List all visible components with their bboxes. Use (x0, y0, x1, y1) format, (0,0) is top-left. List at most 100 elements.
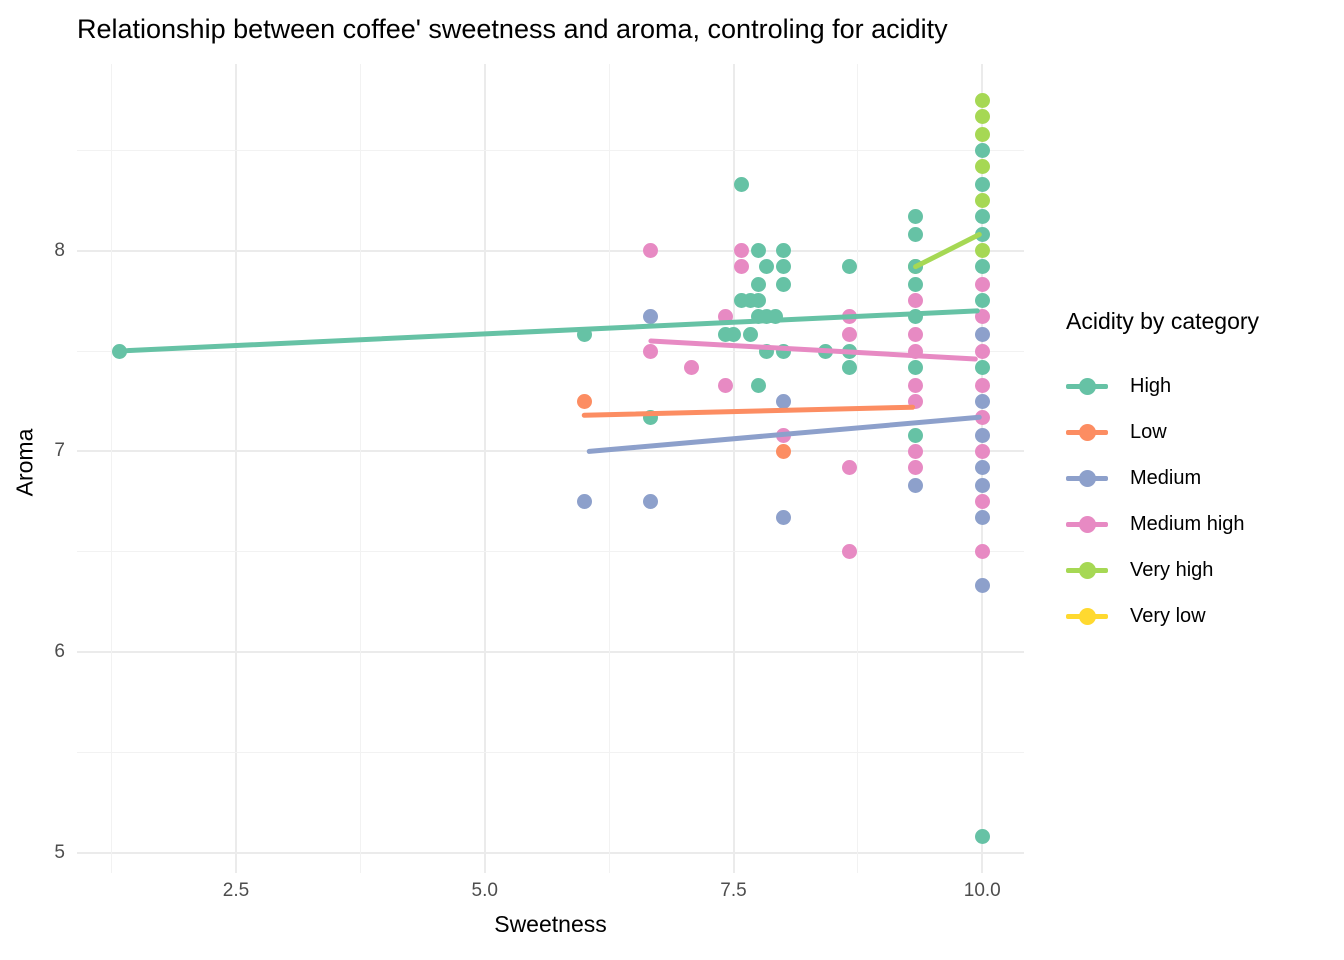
x-tick-label: 2.5 (222, 880, 250, 901)
gridline-major-x (235, 64, 237, 873)
data-point-high (974, 142, 990, 158)
point-swatch (1079, 377, 1096, 395)
data-point-medium-high (974, 343, 990, 359)
data-point-very-high (974, 243, 990, 259)
legend-key-low (1066, 423, 1108, 441)
legend-item-low: Low (1066, 409, 1336, 455)
gridline-minor-x (857, 64, 859, 873)
data-point-medium-high (733, 259, 749, 275)
data-point-medium-high (908, 459, 924, 475)
data-point-high (775, 259, 791, 275)
data-point-high (974, 176, 990, 192)
trend-line-very-high (913, 232, 982, 270)
data-point-medium-high (908, 377, 924, 393)
legend-label: Low (1130, 420, 1167, 443)
gridline-minor-y (77, 752, 1024, 754)
data-point-medium-high (733, 243, 749, 259)
data-point-medium (974, 327, 990, 343)
data-point-medium-high (974, 544, 990, 560)
y-tick-label: 5 (54, 842, 65, 863)
point-swatch (1079, 423, 1096, 441)
data-point-medium-high (842, 459, 858, 475)
legend-label: Medium (1130, 466, 1202, 489)
gridline-minor-y (77, 551, 1024, 553)
data-point-high (974, 293, 990, 309)
data-point-high (733, 176, 749, 192)
gridline-minor-y (77, 149, 1024, 151)
data-point-high (750, 277, 766, 293)
data-point-high (908, 227, 924, 243)
data-point-high (908, 208, 924, 224)
point-swatch (1079, 515, 1096, 533)
data-point-medium-high (908, 443, 924, 459)
data-point-medium-high (974, 443, 990, 459)
legend-label: Very high (1130, 558, 1214, 581)
gridline-major-y (77, 249, 1024, 252)
x-tick-label: 10.0 (963, 880, 1001, 901)
data-point-medium-high (643, 343, 659, 359)
data-point-high (974, 359, 990, 375)
trend-line-low (581, 404, 916, 418)
data-point-low (775, 443, 791, 459)
data-point-medium (775, 393, 791, 409)
data-point-medium (576, 494, 592, 510)
data-point-medium-high (974, 309, 990, 325)
gridline-minor-x (111, 64, 113, 873)
legend-key-very-low (1066, 607, 1108, 625)
data-point-high (742, 327, 758, 343)
data-point-medium (974, 578, 990, 594)
data-point-high (726, 327, 741, 343)
data-point-medium-high (643, 243, 659, 259)
data-point-medium (908, 478, 924, 494)
y-tick-label: 8 (54, 239, 65, 261)
y-tick-label: 6 (54, 641, 65, 663)
data-point-medium-high (684, 359, 700, 375)
x-tick-label: 7.5 (720, 880, 747, 901)
gridline-major-y (77, 651, 1024, 654)
data-point-high (908, 359, 924, 375)
data-point-high (908, 277, 924, 293)
y-tick-label: 7 (54, 440, 65, 462)
data-point-very-high (974, 92, 990, 108)
data-point-high (974, 829, 990, 845)
data-point-medium (974, 510, 990, 526)
gridline-minor-x (359, 64, 361, 873)
legend: Acidity by category High Low Medium (1066, 308, 1336, 639)
data-point-medium-high (842, 327, 858, 343)
trend-line-high (117, 308, 980, 354)
legend-item-very-high: Very high (1066, 547, 1336, 593)
legend-label: Very low (1130, 604, 1206, 627)
data-point-medium-high (718, 377, 734, 393)
data-point-very-high (974, 126, 990, 142)
legend-title: Acidity by category (1066, 308, 1260, 334)
data-point-high (758, 259, 774, 275)
data-point-high (750, 377, 766, 393)
x-axis-title: Sweetness (494, 911, 607, 937)
data-point-low (576, 393, 592, 409)
data-point-medium-high (974, 494, 990, 510)
data-point-medium-high (908, 293, 924, 309)
legend-key-medium (1066, 469, 1108, 487)
data-point-high (974, 208, 990, 224)
y-axis-title: Aroma (11, 428, 38, 497)
point-swatch (1079, 607, 1096, 625)
data-point-very-high (974, 192, 990, 208)
data-point-high (974, 259, 990, 275)
x-tick-label: 5.0 (471, 880, 498, 901)
data-point-medium-high (842, 544, 858, 560)
data-point-medium (974, 459, 990, 475)
data-point-high (908, 427, 924, 443)
point-swatch (1079, 561, 1096, 579)
data-point-high (842, 259, 858, 275)
legend-item-medium-high: Medium high (1066, 501, 1336, 547)
gridline-major-y (77, 852, 1024, 854)
gridline-minor-x (608, 64, 610, 873)
legend-label: Medium high (1130, 512, 1245, 535)
legend-key-high (1066, 377, 1108, 395)
legend-item-very-low: Very low (1066, 593, 1336, 639)
data-point-medium-high (974, 277, 990, 293)
legend-item-medium: Medium (1066, 455, 1336, 501)
legend-key-medium-high (1066, 515, 1108, 533)
data-point-high (775, 243, 791, 259)
